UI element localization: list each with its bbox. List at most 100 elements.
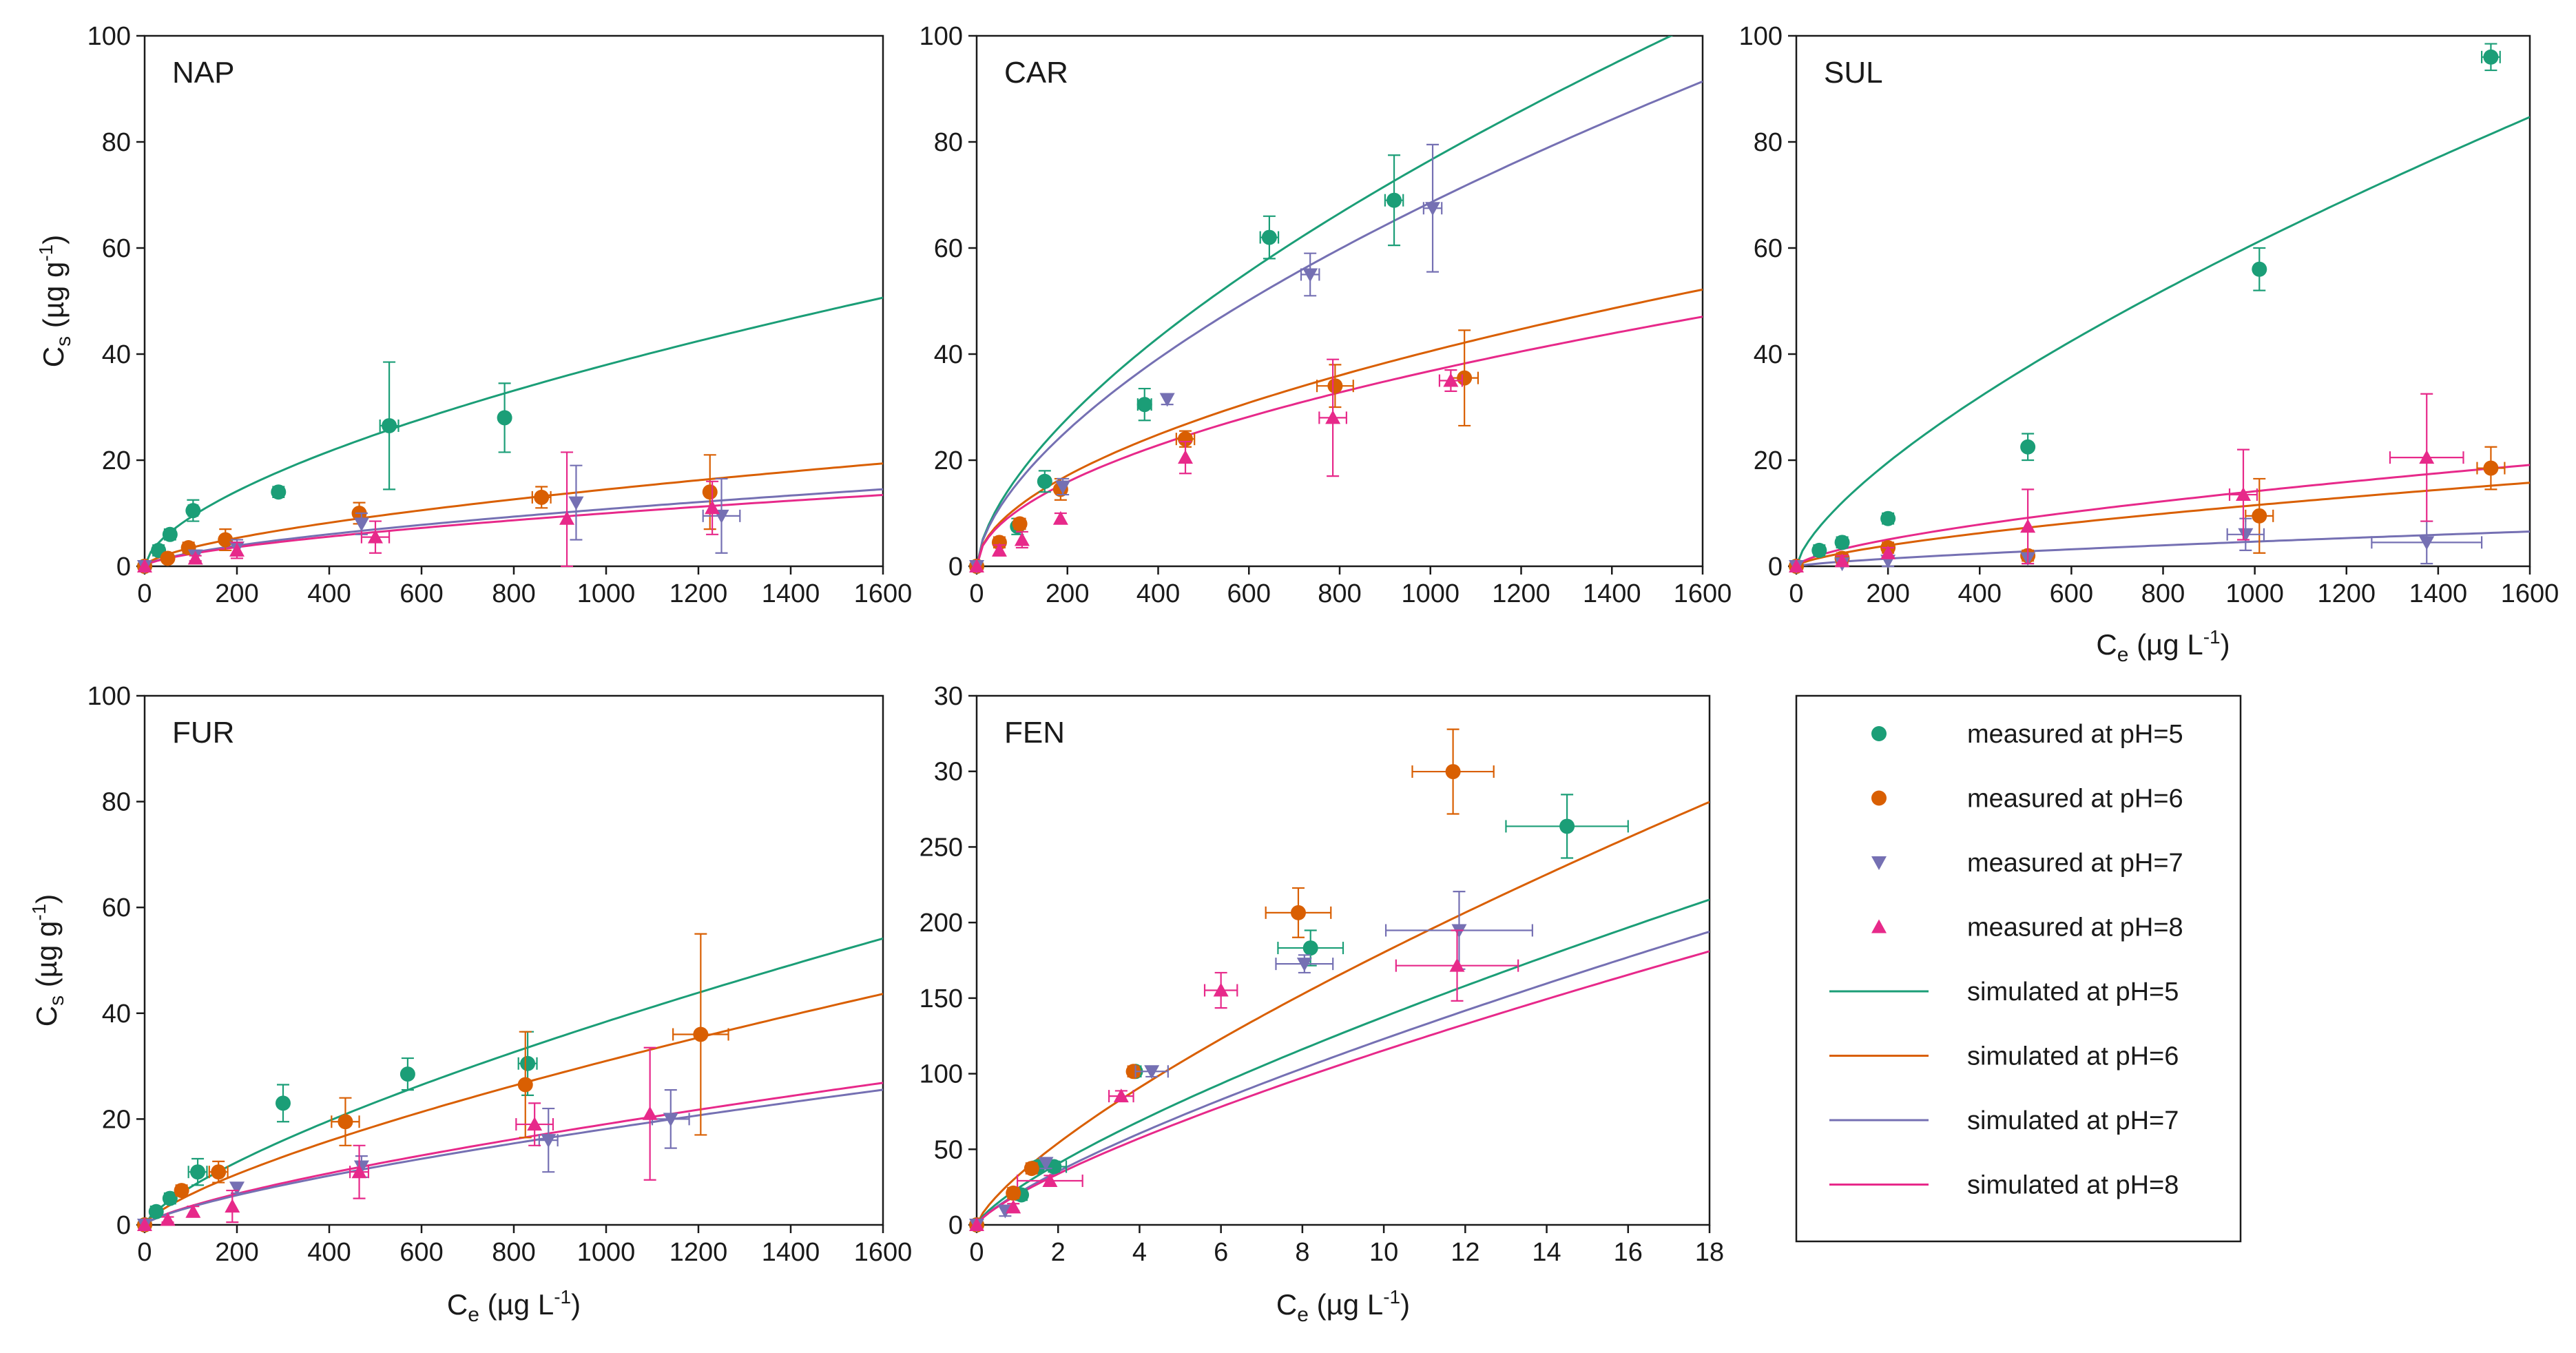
panel-title: CAR bbox=[1004, 56, 1068, 90]
data-point bbox=[663, 1113, 678, 1127]
x-tick-label: 6 bbox=[1214, 1238, 1228, 1267]
simulated-curve-ph6 bbox=[977, 288, 1703, 566]
y-tick-label: 200 bbox=[920, 909, 963, 938]
simulated-curve-ph8 bbox=[145, 494, 883, 566]
y-tick-label: 100 bbox=[920, 22, 963, 51]
data-point bbox=[368, 529, 383, 544]
x-tick-label: 18 bbox=[1695, 1238, 1724, 1267]
panel-car: 0 200 400 600 800 1000 1200 1400 1600 0 20 40 60 80 10… bbox=[920, 22, 1732, 608]
simulated-curve-ph7 bbox=[145, 1088, 883, 1225]
y-tick-label: 100 bbox=[920, 1060, 963, 1089]
data-point bbox=[399, 1066, 415, 1082]
legend-entry-measured-ph8: measured at pH=8 bbox=[1871, 913, 2183, 942]
simulated-curve-ph6 bbox=[1796, 482, 2530, 566]
x-tick-label: 1400 bbox=[762, 579, 820, 608]
y-tick-label: 40 bbox=[1754, 340, 1783, 369]
legend-marker bbox=[1871, 726, 1887, 741]
data-point bbox=[382, 417, 397, 433]
measured-series-ph8 bbox=[969, 929, 1519, 1231]
data-point bbox=[1178, 450, 1194, 464]
measured-series-ph5 bbox=[137, 1031, 538, 1232]
measured-series-ph6 bbox=[137, 933, 729, 1232]
x-tick-label: 14 bbox=[1532, 1238, 1561, 1267]
x-tick-label: 800 bbox=[492, 1238, 535, 1267]
simulated-curve-ph6 bbox=[145, 462, 883, 566]
x-tick-label: 200 bbox=[1866, 579, 1909, 608]
data-point bbox=[1178, 431, 1194, 447]
x-tick-label: 4 bbox=[1132, 1238, 1147, 1267]
panel-title: SUL bbox=[1824, 56, 1883, 90]
y-tick-label: 30 bbox=[934, 758, 963, 787]
data-point bbox=[2235, 487, 2251, 502]
y-tick-label: 0 bbox=[1768, 552, 1783, 581]
simulated-curve-ph6 bbox=[977, 801, 1710, 1225]
data-point bbox=[1136, 397, 1152, 413]
y-tick-label: 80 bbox=[1754, 128, 1783, 157]
data-point bbox=[1055, 480, 1071, 495]
x-tick-label: 600 bbox=[399, 1238, 443, 1267]
measured-series-ph8 bbox=[137, 1046, 658, 1231]
legend-entry-simulated-ph6: simulated at pH=6 bbox=[1829, 1042, 2179, 1071]
panel-title: FUR bbox=[172, 716, 234, 750]
legend-entry-measured-ph5: measured at pH=5 bbox=[1871, 720, 2183, 749]
data-point bbox=[160, 550, 176, 566]
simulated-curve-ph5 bbox=[977, 36, 1674, 566]
x-tick-label: 1000 bbox=[577, 1238, 636, 1267]
data-point bbox=[1046, 1159, 1062, 1175]
y-tick-label: 0 bbox=[116, 1211, 131, 1240]
simulated-curve-ph8 bbox=[977, 950, 1710, 1225]
data-point bbox=[991, 542, 1007, 557]
legend-entry-simulated-ph8: simulated at pH=8 bbox=[1829, 1171, 2179, 1200]
data-point bbox=[229, 1181, 245, 1196]
measured-series-ph8 bbox=[969, 358, 1463, 572]
x-tick-label: 600 bbox=[1227, 579, 1271, 608]
x-tick-label: 400 bbox=[307, 1238, 351, 1267]
x-tick-label: 400 bbox=[1136, 579, 1180, 608]
data-point bbox=[1261, 229, 1277, 245]
x-tick-label: 1600 bbox=[854, 579, 913, 608]
plot-frame bbox=[143, 694, 884, 1226]
x-tick-label: 400 bbox=[307, 579, 351, 608]
data-point bbox=[1006, 1199, 1021, 1214]
data-point bbox=[1052, 510, 1068, 525]
legend-label: simulated at pH=5 bbox=[1967, 978, 2179, 1006]
y-tick-label: 0 bbox=[948, 552, 963, 581]
data-point bbox=[991, 535, 1007, 550]
data-point bbox=[2483, 460, 2499, 476]
simulated-curve-ph7 bbox=[977, 80, 1703, 566]
x-tick-label: 1000 bbox=[1401, 579, 1460, 608]
x-tick-label: 12 bbox=[1451, 1238, 1479, 1267]
measured-series-ph8 bbox=[137, 451, 720, 572]
data-point bbox=[568, 496, 584, 510]
y-tick-label: 60 bbox=[1754, 234, 1783, 263]
data-point bbox=[693, 1026, 709, 1042]
data-point bbox=[1113, 1088, 1129, 1103]
y-tick-label: 0 bbox=[116, 552, 131, 581]
data-point bbox=[353, 1160, 369, 1175]
x-tick-label: 1200 bbox=[1492, 579, 1550, 608]
y-tick-label: 60 bbox=[102, 234, 131, 263]
measured-series-ph7 bbox=[137, 464, 741, 574]
data-point bbox=[1443, 373, 1459, 387]
y-tick-label: 100 bbox=[1739, 22, 1783, 51]
y-tick-label: 20 bbox=[934, 446, 963, 475]
x-axis-label: Ce (µg L-1) bbox=[1276, 1286, 1410, 1326]
data-point bbox=[1325, 410, 1341, 424]
x-tick-label: 1400 bbox=[2409, 579, 2468, 608]
legend-label: measured at pH=6 bbox=[1967, 785, 2183, 814]
y-tick-label: 80 bbox=[934, 128, 963, 157]
data-point bbox=[1386, 192, 1402, 208]
data-point bbox=[1125, 1064, 1141, 1080]
x-tick-label: 1600 bbox=[2501, 579, 2559, 608]
data-point bbox=[1811, 542, 1827, 558]
data-point bbox=[2020, 439, 2036, 455]
y-tick-label: 40 bbox=[102, 1000, 131, 1029]
panel-fen: 0 2 4 6 8 10 12 14 16 18 0 50 100 150 200 250 30 30 FEN Ce … bbox=[920, 682, 1725, 1326]
x-tick-label: 1200 bbox=[2317, 579, 2376, 608]
panel-sul: 0 200 400 600 800 1000 1200 1400 1600 0 20 40 60 80 10… bbox=[1739, 22, 2559, 666]
y-tick-label: 100 bbox=[87, 22, 131, 51]
y-tick-label: 20 bbox=[1754, 446, 1783, 475]
data-point bbox=[2020, 519, 2036, 533]
data-point bbox=[1302, 940, 1318, 956]
y-tick-label: 40 bbox=[934, 340, 963, 369]
